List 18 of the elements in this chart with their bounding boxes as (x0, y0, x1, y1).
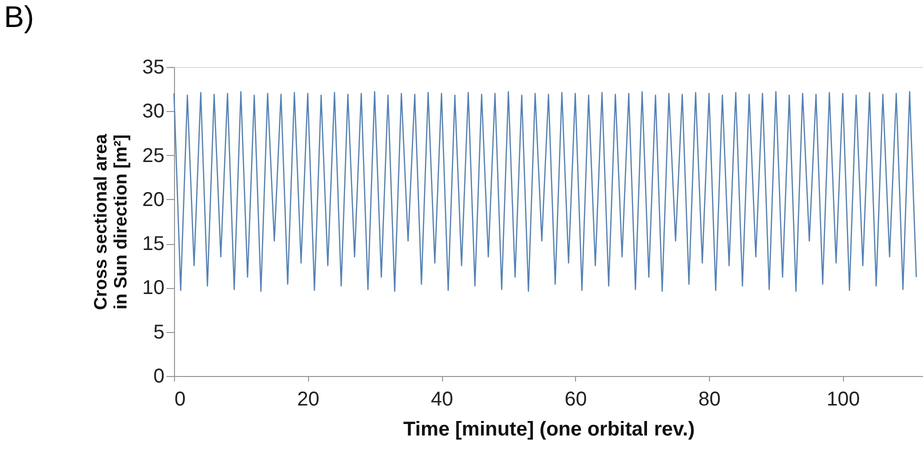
y-tick-label: 25 (142, 144, 164, 167)
x-tick-label: 80 (698, 388, 721, 410)
y-tick-label: 10 (142, 277, 164, 300)
y-tick-label: 20 (142, 188, 164, 211)
x-axis-title: Time [minute] (one orbital rev.) (403, 418, 695, 440)
x-tick-label: 100 (826, 388, 860, 410)
x-tick-label: 60 (564, 388, 587, 410)
y-axis-title: Cross sectional area in Sun direction [m²] (90, 132, 130, 310)
y-tick-label: 15 (142, 233, 164, 256)
x-tick-label: 0 (174, 388, 186, 410)
y-tick-label: 30 (142, 100, 164, 123)
x-tick-label: 40 (430, 388, 454, 410)
x-tick-label: 20 (297, 388, 320, 410)
y-tick-label: 35 (142, 56, 164, 78)
line-series (173, 91, 917, 292)
text: B) (4, 1, 34, 34)
y-tick-label: 0 (153, 366, 164, 388)
y-tick-label: 5 (153, 321, 164, 344)
